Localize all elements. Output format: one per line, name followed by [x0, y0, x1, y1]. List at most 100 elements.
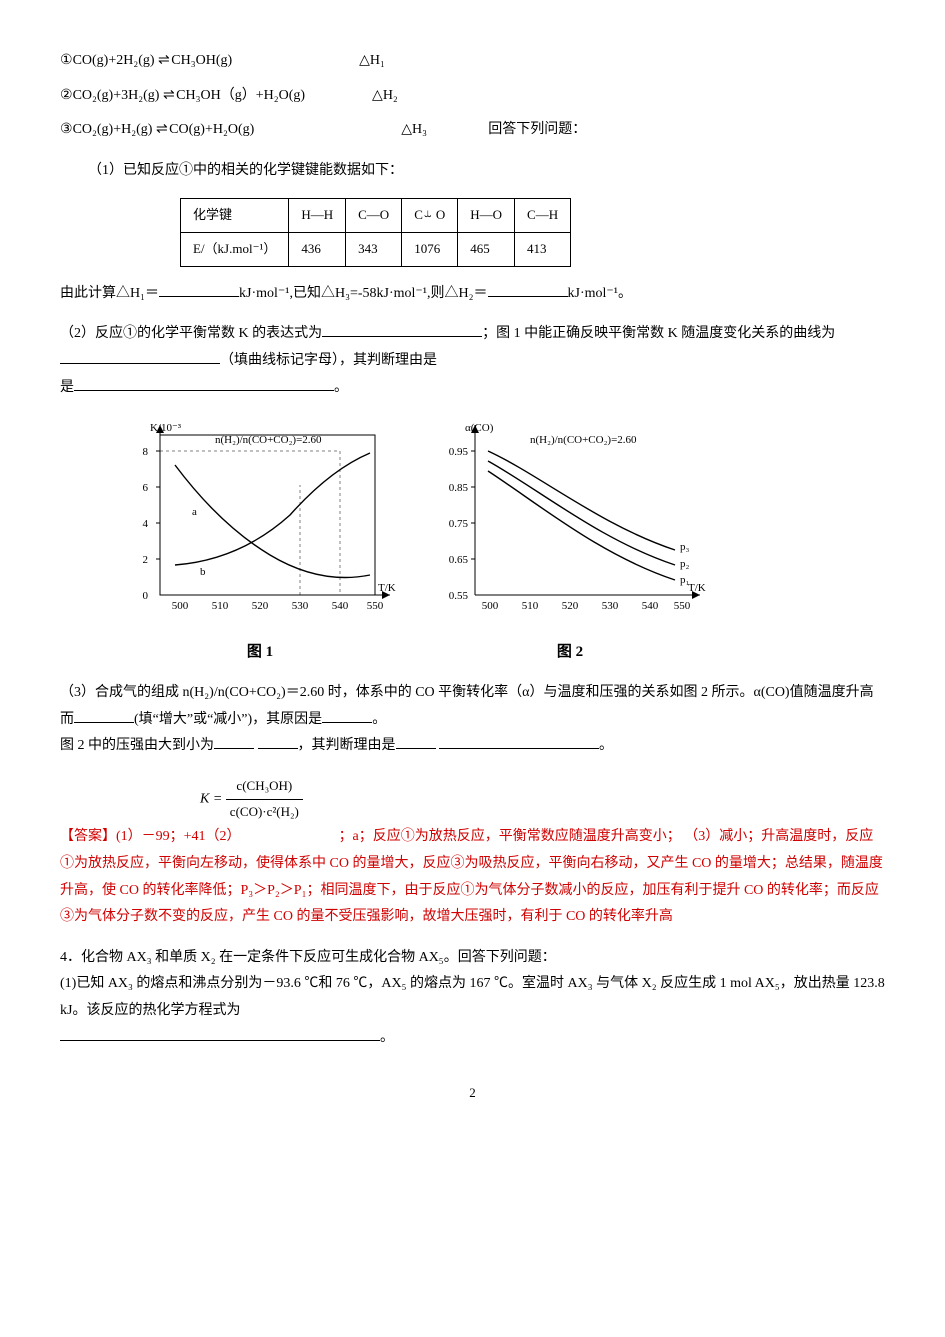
th-0: 化学键	[181, 199, 289, 233]
xt0: 500	[172, 600, 189, 612]
q3-line2b: ，其判断理由是	[298, 738, 396, 753]
th-4: H—O	[458, 199, 515, 233]
c2yt2: 0.75	[449, 518, 469, 530]
q2-reason-line: 是	[60, 380, 74, 395]
answer-p2: ；a；反应①为放热反应，平衡常数应随温度升高变小；	[339, 829, 681, 844]
c2yt4: 0.95	[449, 446, 469, 458]
equilibrium-arrow: ⇌	[156, 122, 166, 137]
blank-p2	[258, 734, 298, 749]
chart2-curve-p2	[488, 461, 675, 565]
th-3: C ⥿ O	[402, 199, 458, 233]
xt1: 510	[212, 600, 229, 612]
chart1-annotation: n(H₂)/n(CO+CO₂)=2.60	[215, 434, 322, 446]
c2yt1: 0.65	[449, 554, 469, 566]
c2xt4: 540	[642, 600, 659, 612]
equilibrium-arrow: ⇌	[163, 88, 173, 103]
blank-trend	[74, 708, 134, 723]
chart-2: 0.55 0.65 0.75 0.85 0.95 500 510 520 530…	[430, 415, 710, 666]
c2xt3: 530	[602, 600, 619, 612]
blank-reason	[74, 376, 334, 391]
eq2-rhs: CH₃OH（g）+H₂O(g)	[176, 88, 305, 103]
yt0: 0	[143, 590, 149, 602]
chart2-curve-p1	[488, 471, 675, 580]
chart-1: 0 2 4 6 8 500 510 520 530 540 550	[120, 415, 400, 666]
chart1-curve-b	[175, 453, 370, 565]
td-2: 343	[346, 233, 402, 267]
c2xt0: 500	[482, 600, 499, 612]
chart2-caption: 图 2	[430, 638, 710, 667]
q4-sub1: (1)已知 AX₃ 的熔点和沸点分别为－93.6 ℃和 76 ℃，AX₅ 的熔点…	[60, 976, 885, 1018]
chart1-yticks: 0 2 4 6 8	[143, 446, 161, 602]
bond-energy-table: 化学键 H—H C—O C ⥿ O H—O C—H E/（kJ.mol⁻¹） 4…	[180, 198, 571, 266]
yt4: 8	[143, 446, 149, 458]
chart2-label-p1: p₁	[680, 574, 690, 586]
blank-thermo-eq	[60, 1026, 380, 1041]
chart1-label-a: a	[192, 506, 197, 518]
blank-pr2	[439, 734, 599, 749]
td-3: 1076	[402, 233, 458, 267]
k-den: c(CO)·c²(H₂)	[226, 800, 303, 825]
eq2-lhs: CO₂(g)+3H₂(g)	[73, 88, 160, 103]
blank-dH2	[488, 282, 568, 297]
equation-2: ②CO₂(g)+3H₂(g) ⇌ CH₃OH（g）+H₂O(g) △H₂	[60, 83, 885, 110]
eq3-dH: △H₃	[401, 117, 461, 144]
th-5: C—H	[515, 199, 571, 233]
chart1-xlabel: T/K	[378, 582, 396, 594]
q4-para: 4．化合物 AX₃ 和单质 X₂ 在一定条件下反应可生成化合物 AX₅。回答下列…	[60, 945, 885, 1051]
eq2-dH: △H₂	[372, 83, 432, 110]
yt1: 2	[143, 554, 149, 566]
q3-line2a: 图 2 中的压强由大到小为	[60, 738, 214, 753]
q3-hint: (填“增大”或“减小”)，其原因是	[134, 712, 322, 727]
answer-block: K = c(CH₃OH) c(CO)·c²(H₂) 【答案】(1）－99；+41…	[60, 774, 885, 931]
q2-para: （2）反应①的化学平衡常数 K 的表达式为 ；图 1 中能正确反映平衡常数 K 随…	[60, 321, 885, 401]
chart2-xticks: 500 510 520 530 540 550	[482, 600, 691, 612]
q1-tail-a: 由此计算△H₁＝	[60, 286, 159, 301]
yt3: 6	[143, 482, 149, 494]
chart2-label-p2: p₂	[680, 558, 690, 570]
xt4: 540	[332, 600, 349, 612]
answer-label: 【答案】	[60, 829, 116, 844]
q2-mid: ；图 1 中能正确反映平衡常数 K 随温度变化关系的曲线为	[482, 326, 835, 341]
c2xt1: 510	[522, 600, 539, 612]
q2-mid2: （填曲线标记字母），其判断理由是	[220, 353, 437, 368]
charts-row: 0 2 4 6 8 500 510 520 530 540 550	[120, 415, 885, 666]
blank-reason3	[322, 708, 372, 723]
eq3-lhs: CO₂(g)+H₂(g)	[73, 122, 153, 137]
c2xt2: 520	[562, 600, 579, 612]
q3-para: （3）合成气的组成 n(H₂)/n(CO+CO₂)＝2.60 时，体系中的 CO…	[60, 680, 885, 760]
chart1-xticks: 500 510 520 530 540 550	[172, 600, 384, 612]
c2yt0: 0.55	[449, 590, 469, 602]
eq3-num: ③	[60, 122, 73, 137]
td-5: 413	[515, 233, 571, 267]
eq1-num: ①	[60, 53, 73, 68]
table-data-row: E/（kJ.mol⁻¹） 436 343 1076 465 413	[181, 233, 571, 267]
blank-p1	[214, 734, 254, 749]
c2yt3: 0.85	[449, 482, 469, 494]
q2-lead: （2）反应①的化学平衡常数 K 的表达式为	[60, 326, 322, 341]
k-formula: K = c(CH₃OH) c(CO)·c²(H₂)	[200, 774, 303, 824]
chart1-label-b: b	[200, 566, 206, 578]
chart1-caption: 图 1	[120, 638, 400, 667]
chart2-yticks: 0.55 0.65 0.75 0.85 0.95	[449, 446, 475, 602]
blank-pr1	[396, 734, 436, 749]
eq1-rhs: CH₃OH(g)	[171, 53, 232, 68]
equilibrium-arrow: ⇌	[158, 53, 168, 68]
k-lhs: K =	[200, 791, 222, 806]
k-num: c(CH₃OH)	[226, 774, 303, 800]
yt2: 4	[143, 518, 149, 530]
q4-num: 4．	[60, 950, 81, 965]
blank-K-expr	[322, 322, 482, 337]
chart2-label-p3: p₃	[680, 541, 690, 553]
q1-lead: （1）已知反应①中的相关的化学键键能数据如下：	[60, 158, 885, 185]
eq2-num: ②	[60, 88, 73, 103]
q4-lead: 化合物 AX₃ 和单质 X₂ 在一定条件下反应可生成化合物 AX₅。回答下列问题…	[81, 950, 556, 965]
q1-unit2: kJ·mol⁻¹。	[568, 286, 632, 301]
chart2-svg: 0.55 0.65 0.75 0.85 0.95 500 510 520 530…	[430, 415, 710, 625]
th-2: C—O	[346, 199, 402, 233]
q2-end: 。	[334, 380, 348, 395]
chart1-svg: 0 2 4 6 8 500 510 520 530 540 550	[120, 415, 400, 625]
xt2: 520	[252, 600, 269, 612]
td-0: E/（kJ.mol⁻¹）	[181, 233, 289, 267]
equation-1: ①CO(g)+2H₂(g) ⇌ CH₃OH(g) △H₁	[60, 48, 885, 75]
answer-p1: (1）－99；+41（2）	[116, 829, 241, 844]
